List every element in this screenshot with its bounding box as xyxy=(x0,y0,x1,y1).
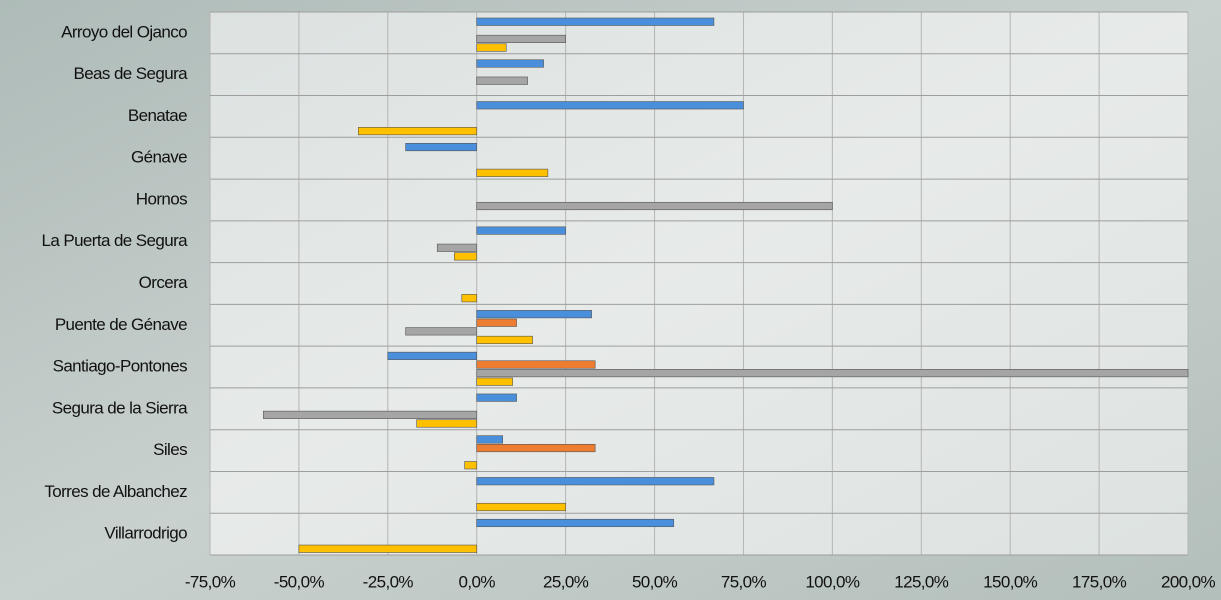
bar xyxy=(436,243,478,252)
x-tick-label: -50,0% xyxy=(274,572,325,591)
y-tick-label: Puente de Génave xyxy=(55,315,187,334)
y-tick-label: Benatae xyxy=(128,106,187,125)
bar xyxy=(298,544,478,553)
y-tick-label: Siles xyxy=(153,440,187,459)
bar xyxy=(387,351,478,360)
y-tick-label: Santiago-Pontones xyxy=(53,357,188,376)
bar xyxy=(476,360,596,369)
y-tick-label: Génave xyxy=(131,148,187,167)
bar xyxy=(476,377,513,386)
x-tick-label: 0,0% xyxy=(459,572,496,591)
y-tick-label: Hornos xyxy=(136,189,187,208)
bar xyxy=(476,59,544,68)
x-tick-label: 125,0% xyxy=(894,572,949,591)
x-tick-label: -25,0% xyxy=(363,572,414,591)
bar xyxy=(476,318,517,327)
bar xyxy=(476,369,1189,378)
bar xyxy=(476,76,528,85)
bar xyxy=(476,435,503,444)
bar xyxy=(464,461,478,470)
bar xyxy=(263,410,478,419)
bar xyxy=(476,502,566,512)
bar xyxy=(476,226,566,235)
bar xyxy=(476,518,675,528)
x-tick-label: 175,0% xyxy=(1072,572,1127,591)
bar xyxy=(476,201,833,211)
bar xyxy=(476,443,596,453)
y-tick-label: Arroyo del Ojanco xyxy=(61,22,187,41)
bar xyxy=(461,294,478,303)
y-tick-label: Segura de la Sierra xyxy=(52,398,188,417)
bar xyxy=(405,143,478,152)
x-tick-label: 25,0% xyxy=(543,572,589,591)
bar xyxy=(405,327,478,336)
bar xyxy=(454,252,478,261)
y-tick-label: Beas de Segura xyxy=(73,64,188,83)
y-tick-label: Villarrodrigo xyxy=(104,524,187,543)
x-tick-label: 100,0% xyxy=(805,572,860,591)
bar xyxy=(476,393,517,402)
bar xyxy=(476,101,744,110)
bar xyxy=(476,335,533,344)
bar xyxy=(416,419,478,428)
x-tick-label: -75,0% xyxy=(185,572,236,591)
y-tick-label: La Puerta de Segura xyxy=(42,231,189,250)
bar xyxy=(476,477,715,486)
bar xyxy=(476,34,566,44)
bar xyxy=(476,43,507,52)
bar xyxy=(358,127,478,136)
x-tick-label: 50,0% xyxy=(632,572,678,591)
y-tick-label: Orcera xyxy=(139,273,189,292)
plot-area xyxy=(210,12,1188,555)
bar xyxy=(476,17,715,26)
x-tick-label: 150,0% xyxy=(983,572,1038,591)
y-tick-label: Torres de Albanchez xyxy=(44,482,187,501)
x-tick-label: 200,0% xyxy=(1161,572,1216,591)
x-tick-label: 75,0% xyxy=(721,572,767,591)
bar xyxy=(476,310,592,319)
bar xyxy=(476,168,549,177)
